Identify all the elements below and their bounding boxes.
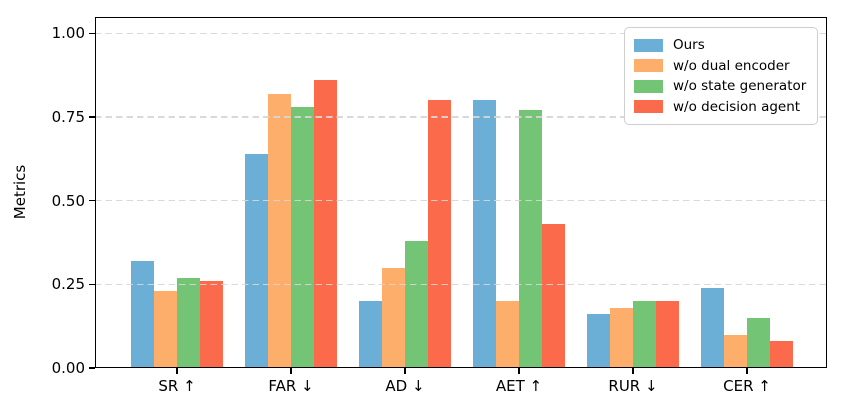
bar-w-o-dual-encoder <box>496 301 519 368</box>
bars-layer <box>95 17 827 368</box>
bar-ours <box>245 153 269 368</box>
legend-swatch <box>634 100 663 114</box>
bar-w-o-state-generator <box>405 240 428 368</box>
plot-area: Ours w/o dual encoder w/o state generator w… <box>95 17 827 368</box>
bar-w-o-state-generator <box>747 317 770 368</box>
x-tick-label: AD ↓ <box>385 377 425 395</box>
bar-w-o-decision-agent <box>427 100 451 368</box>
bar-ours <box>587 314 611 368</box>
bar-w-o-decision-agent <box>199 281 223 368</box>
bar-w-o-decision-agent <box>769 341 793 368</box>
legend-item: w/o dual encoder <box>634 56 807 77</box>
y-tick-mark <box>89 367 95 369</box>
x-tick-mark <box>404 368 406 374</box>
bar-w-o-decision-agent <box>655 301 679 368</box>
x-tick-mark <box>518 368 520 374</box>
legend-item-label: w/o state generator <box>673 78 807 95</box>
bar-ours <box>473 100 497 368</box>
bar-w-o-dual-encoder <box>610 307 633 368</box>
y-tick-label: 0.50 <box>51 191 85 210</box>
bar-ours <box>131 260 155 368</box>
bar-ours <box>701 287 725 368</box>
bar-w-o-dual-encoder <box>268 93 291 368</box>
x-tick-label: FAR ↓ <box>268 377 314 395</box>
bar-w-o-decision-agent <box>313 80 337 368</box>
legend-item-label: w/o dual encoder <box>673 57 790 74</box>
bar-w-o-decision-agent <box>541 224 565 368</box>
y-tick-mark <box>89 199 95 202</box>
y-tick-label: 0.75 <box>51 108 85 127</box>
y-tick-mark <box>89 283 95 286</box>
legend-item: Ours <box>634 35 807 56</box>
y-tick-mark <box>89 116 95 118</box>
bar-w-o-state-generator <box>291 107 314 368</box>
y-tick-label: 1.00 <box>51 24 85 43</box>
x-tick-mark <box>632 368 634 374</box>
x-tick-mark <box>746 368 748 374</box>
y-tick-label: 0.00 <box>51 359 85 377</box>
bar-w-o-state-generator <box>177 277 200 368</box>
bar-w-o-dual-encoder <box>154 291 177 368</box>
x-tick-mark <box>176 368 178 374</box>
legend-item: w/o decision agent <box>634 97 807 118</box>
bar-ours <box>359 301 383 368</box>
legend-swatch <box>634 38 663 52</box>
legend: Ours w/o dual encoder w/o state generator w… <box>624 27 818 125</box>
legend-swatch <box>634 59 663 73</box>
bar-w-o-dual-encoder <box>382 267 405 368</box>
x-tick-label: CER ↑ <box>723 377 771 395</box>
x-tick-label: RUR ↓ <box>608 377 658 395</box>
bar-w-o-state-generator <box>633 301 656 368</box>
legend-item-label: w/o decision agent <box>673 98 801 115</box>
bar-w-o-dual-encoder <box>724 334 747 368</box>
legend-item: w/o state generator <box>634 76 807 97</box>
bar-w-o-state-generator <box>519 110 542 368</box>
y-tick-label: 0.25 <box>51 275 85 294</box>
legend-swatch <box>634 79 663 93</box>
y-tick-mark <box>89 32 95 35</box>
x-tick-mark <box>290 368 292 374</box>
legend-item-label: Ours <box>673 37 705 54</box>
x-tick-label: SR ↑ <box>158 377 196 395</box>
x-tick-label: AET ↑ <box>495 377 543 395</box>
